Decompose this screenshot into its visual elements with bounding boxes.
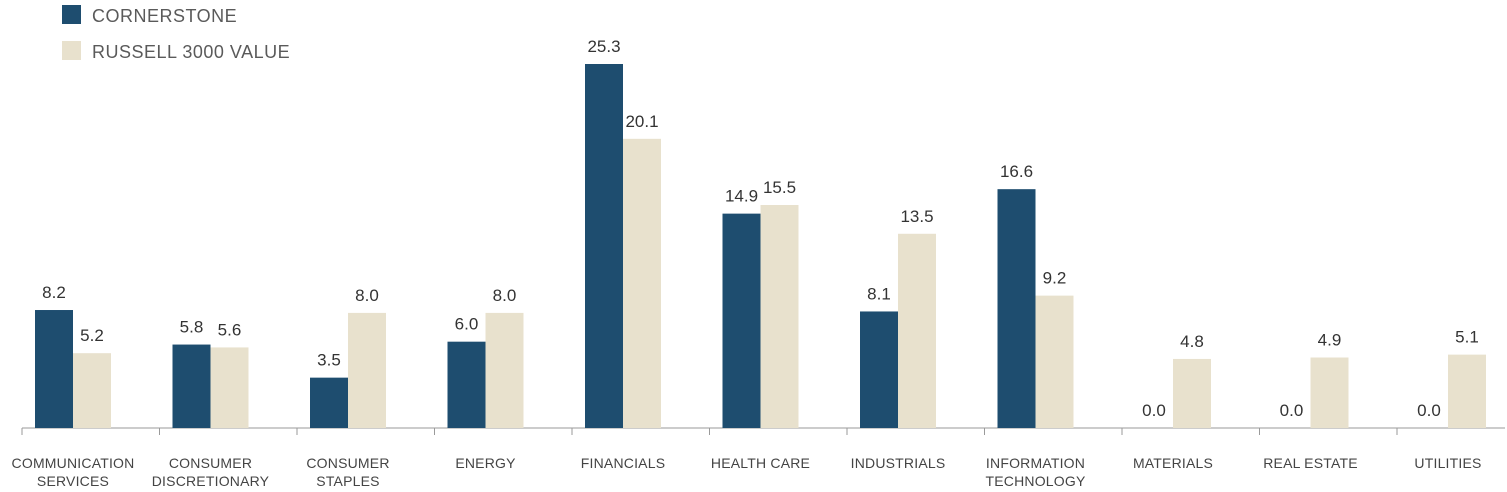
- value-label-russell-3000-value-consumer-staples: 8.0: [355, 286, 379, 305]
- value-label-cornerstone-materials: 0.0: [1142, 401, 1166, 420]
- value-label-cornerstone-communication-services: 8.2: [42, 283, 66, 302]
- value-label-cornerstone-energy: 6.0: [455, 315, 479, 334]
- bar-cornerstone-information-technology: [997, 189, 1036, 428]
- category-label-materials: MATERIALS: [1133, 455, 1213, 471]
- bar-russell-3000-value-industrials: [898, 233, 936, 428]
- value-label-cornerstone-consumer-staples: 3.5: [317, 351, 341, 370]
- value-label-cornerstone-financials: 25.3: [587, 37, 620, 56]
- bar-russell-3000-value-financials: [623, 138, 661, 429]
- legend-label-russell-3000-value: RUSSELL 3000 VALUE: [92, 42, 290, 62]
- bar-cornerstone-industrials: [860, 311, 898, 428]
- value-label-cornerstone-utilities: 0.0: [1417, 401, 1441, 420]
- value-label-cornerstone-industrials: 8.1: [867, 284, 891, 303]
- value-label-russell-3000-value-industrials: 13.5: [900, 207, 933, 226]
- bar-russell-3000-value-communication-services: [73, 353, 111, 428]
- value-label-russell-3000-value-energy: 8.0: [493, 286, 517, 305]
- bar-russell-3000-value-consumer-staples: [348, 312, 386, 428]
- value-label-russell-3000-value-materials: 4.8: [1180, 332, 1204, 351]
- bar-cornerstone-financials: [585, 64, 623, 428]
- bar-russell-3000-value-information-technology: [1035, 295, 1074, 428]
- category-label-industrials: INDUSTRIALS: [851, 455, 946, 471]
- bar-cornerstone-energy: [447, 341, 486, 428]
- legend-swatch-cornerstone: [62, 5, 81, 24]
- bar-russell-3000-value-utilities: [1448, 354, 1486, 428]
- bar-cornerstone-communication-services: [35, 310, 73, 428]
- value-label-cornerstone-health-care: 14.9: [725, 187, 758, 206]
- value-label-cornerstone-information-technology: 16.6: [1000, 162, 1033, 181]
- bar-cornerstone-consumer-discretionary: [172, 344, 211, 428]
- bar-russell-3000-value-energy: [485, 312, 524, 428]
- category-label-information-technology: INFORMATION TECHNOLOGY: [985, 455, 1085, 489]
- x-axis-ticks: [21, 428, 1398, 435]
- value-label-russell-3000-value-financials: 20.1: [625, 112, 658, 131]
- category-label-health-care: HEALTH CARE: [711, 455, 810, 471]
- category-label-financials: FINANCIALS: [581, 455, 665, 471]
- legend-swatch-russell-3000-value: [62, 41, 81, 60]
- category-labels: COMMUNICATION SERVICES CONSUMER DISCRETIONA…: [12, 455, 1482, 489]
- category-label-energy: ENERGY: [455, 455, 516, 471]
- category-label-utilities: UTILITIES: [1414, 455, 1481, 471]
- value-label-russell-3000-value-communication-services: 5.2: [80, 326, 104, 345]
- value-label-russell-3000-value-information-technology: 9.2: [1043, 269, 1067, 288]
- value-labels: 8.2 5.2 5.8 5.6 3.5 8.0 6.0 8.0 25.3 20.1 14.9 15.5…: [42, 37, 1479, 420]
- legend: CORNERSTONE RUSSELL 3000 VALUE: [62, 5, 290, 62]
- bar-russell-3000-value-materials: [1173, 358, 1211, 428]
- bar-cornerstone-consumer-staples: [310, 377, 348, 428]
- category-label-consumer-discretionary: CONSUMER DISCRETIONARY: [152, 455, 270, 489]
- value-label-russell-3000-value-real-estate: 4.9: [1318, 331, 1342, 350]
- bar-cornerstone-health-care: [722, 213, 761, 428]
- category-label-real-estate: REAL ESTATE: [1263, 455, 1358, 471]
- bars: [35, 64, 1486, 429]
- bar-russell-3000-value-health-care: [760, 204, 799, 428]
- category-label-consumer-staples: CONSUMER STAPLES: [306, 455, 389, 489]
- category-label-communication-services: COMMUNICATION SERVICES: [12, 455, 135, 489]
- legend-label-cornerstone: CORNERSTONE: [92, 6, 237, 26]
- value-label-cornerstone-real-estate: 0.0: [1280, 401, 1304, 420]
- value-label-russell-3000-value-health-care: 15.5: [763, 178, 796, 197]
- bar-russell-3000-value-real-estate: [1310, 357, 1349, 428]
- value-label-russell-3000-value-consumer-discretionary: 5.6: [218, 320, 242, 339]
- value-label-cornerstone-consumer-discretionary: 5.8: [180, 318, 204, 337]
- value-label-russell-3000-value-utilities: 5.1: [1455, 328, 1479, 347]
- bar-russell-3000-value-consumer-discretionary: [210, 347, 249, 428]
